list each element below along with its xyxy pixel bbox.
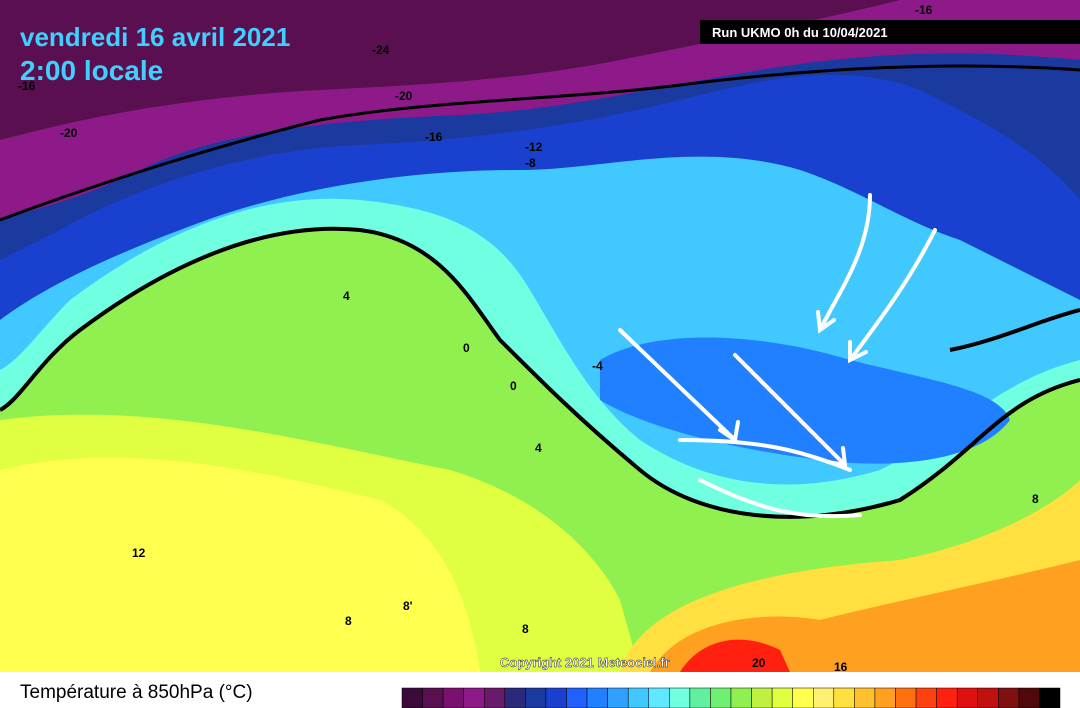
contour-label: 0 bbox=[463, 341, 470, 355]
colorbar-swatch bbox=[936, 687, 958, 708]
hot-zone bbox=[680, 639, 790, 672]
arrows bbox=[618, 193, 937, 519]
run-box bbox=[700, 20, 1080, 44]
colorbar-swatch bbox=[669, 687, 691, 708]
contour-label: 0 bbox=[510, 379, 517, 393]
colorbar-swatch bbox=[401, 687, 423, 708]
colorbar-swatch bbox=[422, 687, 444, 708]
colorbar-swatch bbox=[1039, 687, 1061, 708]
arrow bbox=[816, 193, 872, 334]
colorbar bbox=[401, 687, 1061, 708]
contour-label: -8 bbox=[525, 156, 536, 170]
colorbar-swatch bbox=[689, 687, 711, 708]
colorbar-swatch bbox=[977, 687, 999, 708]
arrow bbox=[678, 438, 852, 472]
zero-isotherm bbox=[0, 226, 1080, 519]
contour-label: 20 bbox=[752, 656, 766, 670]
contour-label: 8' bbox=[403, 599, 413, 613]
colorbar-swatch bbox=[545, 687, 567, 708]
zero-isotherm bbox=[949, 308, 1080, 352]
colorbar-swatch bbox=[648, 687, 670, 708]
contour-label: -16 bbox=[18, 79, 36, 93]
colorbar-swatch bbox=[771, 687, 793, 708]
contour-label: 8 bbox=[345, 614, 352, 628]
contour-labels: -24 -20 -16 -20 -16 -12 -8 -16 4 0 0 -4 4 12 8' 8 8 20 16 8 bbox=[18, 3, 1039, 674]
colorbar-swatch bbox=[792, 687, 814, 708]
cold-zone bbox=[600, 337, 1010, 464]
colorbar-swatch bbox=[915, 687, 937, 708]
colorbar-swatch bbox=[813, 687, 835, 708]
contour-label: -24 bbox=[372, 43, 390, 57]
run-info: Run UKMO 0h du 10/04/2021 bbox=[712, 25, 888, 40]
colorbar-swatch bbox=[895, 687, 917, 708]
colorbar-swatch bbox=[442, 687, 464, 708]
colorbar-swatch bbox=[586, 687, 608, 708]
arrow bbox=[848, 228, 937, 364]
contour-label: 12 bbox=[132, 546, 146, 560]
contour-label: 8 bbox=[1032, 492, 1039, 506]
arrow bbox=[698, 478, 862, 519]
colorbar-swatch bbox=[525, 687, 547, 708]
contour-label: -4 bbox=[592, 359, 603, 373]
contour-label: 16 bbox=[834, 660, 848, 674]
contour-label: -20 bbox=[395, 89, 413, 103]
date: vendredi 16 avril 2021 bbox=[20, 22, 290, 52]
colorbar-swatch bbox=[1018, 687, 1040, 708]
contour-label: 4 bbox=[343, 289, 350, 303]
contour-label: -12 bbox=[525, 140, 543, 154]
contour-label: 4 bbox=[535, 441, 542, 455]
legend-title: Température à 850hPa (°C) bbox=[20, 682, 253, 703]
frigid-zone bbox=[0, 0, 900, 140]
copyright: Copyright 2021 Meteociel.fr bbox=[500, 655, 670, 670]
colorbar-swatch bbox=[751, 687, 773, 708]
colorbar-swatch bbox=[956, 687, 978, 708]
colorbar-swatch bbox=[463, 687, 485, 708]
contour-label: -16 bbox=[915, 3, 933, 17]
contour-label: -20 bbox=[60, 126, 78, 140]
colorbar-swatch bbox=[730, 687, 752, 708]
colorbar-swatch bbox=[874, 687, 896, 708]
warm-zone bbox=[0, 457, 480, 672]
colorbar-swatch bbox=[484, 687, 506, 708]
colorbar-swatch bbox=[998, 687, 1020, 708]
colorbar-swatch bbox=[504, 687, 526, 708]
colorbar-swatch bbox=[710, 687, 732, 708]
contour-label: -16 bbox=[425, 130, 443, 144]
isotherm bbox=[0, 64, 1080, 222]
colorbar-swatch bbox=[627, 687, 649, 708]
colorbar-swatch bbox=[833, 687, 855, 708]
arrow bbox=[618, 328, 740, 444]
colorbar-swatch bbox=[607, 687, 629, 708]
colorbar-swatch bbox=[566, 687, 588, 708]
colorbar-swatch bbox=[854, 687, 876, 708]
time: 2:00 locale bbox=[20, 55, 163, 86]
contour-label: 8 bbox=[522, 622, 529, 636]
